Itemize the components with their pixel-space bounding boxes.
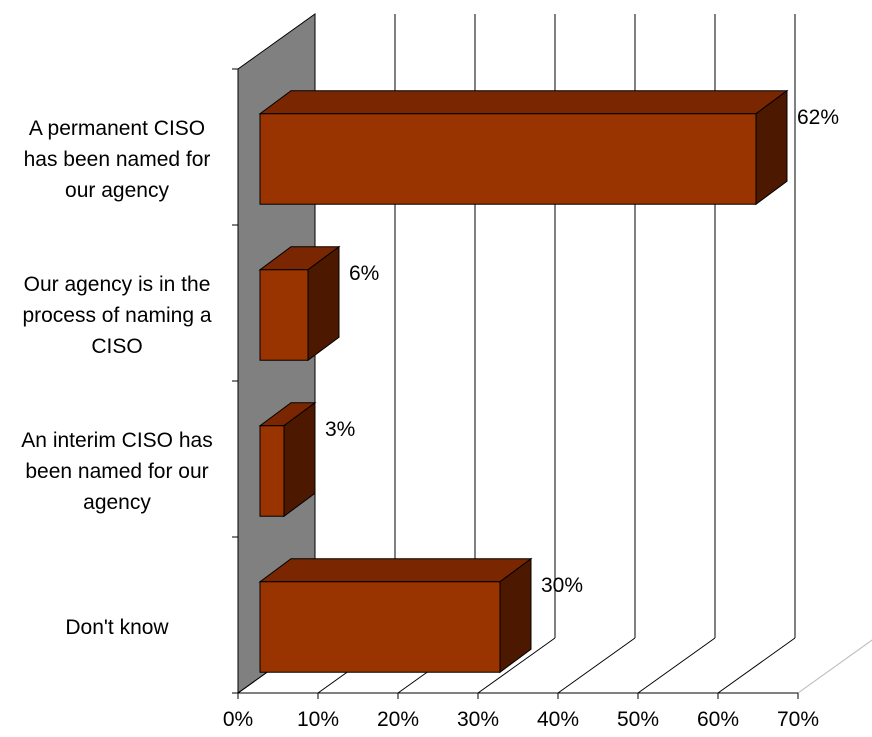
category-label: Don't know bbox=[65, 616, 169, 639]
x-tick-label: 60% bbox=[697, 708, 739, 731]
bar bbox=[259, 269, 309, 361]
floor-gridline bbox=[557, 637, 636, 694]
bar-top-face bbox=[258, 558, 533, 583]
bar-value-label: 6% bbox=[349, 262, 379, 285]
bar-value-label: 30% bbox=[541, 574, 583, 597]
x-tick-label: 50% bbox=[617, 708, 659, 731]
category-label: Our agency is in the bbox=[24, 273, 211, 296]
floor-gridline bbox=[637, 637, 716, 694]
x-tick-label: 30% bbox=[457, 708, 499, 731]
category-label: A permanent CISO bbox=[29, 117, 205, 140]
x-tick-label: 10% bbox=[297, 708, 339, 731]
x-tick-label: 0% bbox=[223, 708, 253, 731]
x-tick-label: 20% bbox=[377, 708, 419, 731]
x-tick-label: 70% bbox=[777, 708, 819, 731]
floor-gridline bbox=[477, 637, 556, 694]
floor-edge-line bbox=[797, 639, 872, 694]
bar bbox=[259, 581, 501, 673]
x-tick-label: 40% bbox=[537, 708, 579, 731]
bar-top-face bbox=[258, 90, 789, 115]
bar bbox=[259, 113, 757, 205]
bar-value-label: 3% bbox=[325, 418, 355, 441]
bar-value-label: 62% bbox=[797, 106, 839, 129]
category-label: An interim CISO has bbox=[21, 429, 212, 452]
bar bbox=[259, 425, 285, 517]
category-label: has been named for bbox=[24, 148, 211, 171]
category-label: agency bbox=[83, 491, 151, 514]
chart-labels: 0% 10% 20% 30% 40% 50% 60% 70% 62% A permanent CI… bbox=[21, 106, 839, 731]
floor-gridline bbox=[717, 637, 796, 694]
category-label: process of naming a bbox=[22, 304, 211, 327]
category-label: our agency bbox=[65, 179, 169, 202]
category-label: CISO bbox=[91, 335, 142, 358]
chart-bars bbox=[258, 89, 789, 674]
category-label: been named for our bbox=[25, 460, 208, 483]
